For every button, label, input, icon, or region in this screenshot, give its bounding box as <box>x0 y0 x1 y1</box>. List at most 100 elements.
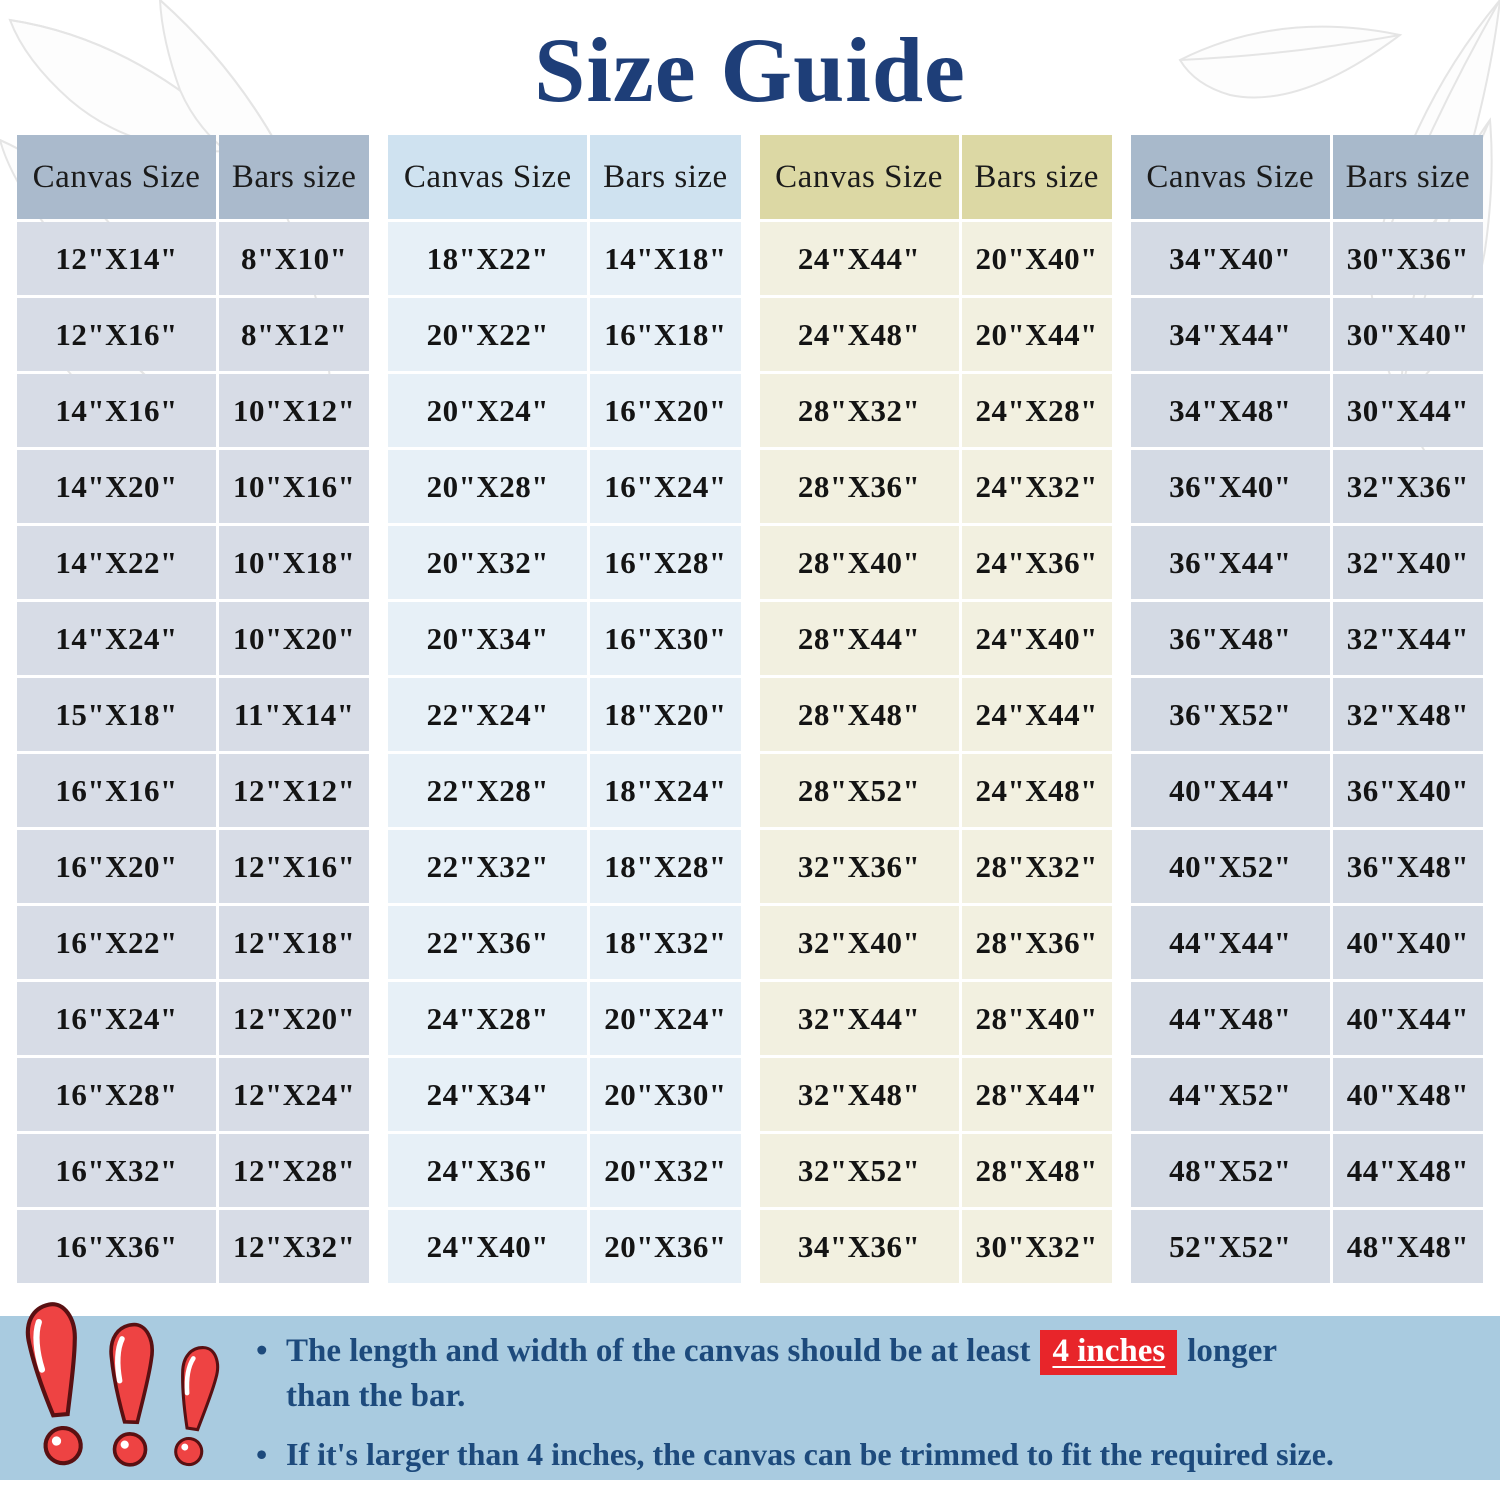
table-row: 24"X28" 20"X24" <box>388 982 741 1055</box>
bars-size-cell: 32"X44" <box>1332 602 1483 675</box>
bars-size-cell: 24"X40" <box>961 602 1112 675</box>
table-row: 36"X52" 32"X48" <box>1130 678 1483 751</box>
size-tables: Canvas Size Bars size 12"X14" 8"X10" 12"X1… <box>0 132 1500 1286</box>
bars-size-cell: 36"X48" <box>1332 830 1483 903</box>
table-row: 20"X34" 16"X30" <box>388 602 741 675</box>
canvas-size-cell: 22"X36" <box>388 906 588 979</box>
canvas-size-cell: 24"X28" <box>388 982 588 1055</box>
canvas-size-cell: 28"X32" <box>759 374 959 447</box>
size-table-2: Canvas Size Bars size 18"X22" 14"X18" 20"X… <box>385 132 743 1286</box>
table-row: 14"X20" 10"X16" <box>17 450 370 523</box>
table-row: 20"X32" 16"X28" <box>388 526 741 599</box>
canvas-size-cell: 28"X40" <box>759 526 959 599</box>
bars-size-cell: 12"X16" <box>219 830 370 903</box>
header-row: Canvas Size Bars size <box>1130 135 1483 219</box>
bars-size-cell: 44"X48" <box>1332 1134 1483 1207</box>
size-table-3: Canvas Size Bars size 24"X44" 20"X40" 24"X… <box>757 132 1115 1286</box>
bars-size-cell: 28"X32" <box>961 830 1112 903</box>
bars-size-cell: 40"X48" <box>1332 1058 1483 1131</box>
note-text: If it's larger than 4 inches, the canvas… <box>286 1435 1334 1472</box>
table-row: 40"X44" 36"X40" <box>1130 754 1483 827</box>
header-row: Canvas Size Bars size <box>759 135 1112 219</box>
bars-size-cell: 12"X32" <box>219 1210 370 1283</box>
canvas-size-cell: 24"X44" <box>759 222 959 295</box>
bars-size-cell: 30"X40" <box>1332 298 1483 371</box>
bullet: • <box>256 1333 268 1369</box>
bars-size-cell: 30"X32" <box>961 1210 1112 1283</box>
bars-size-cell: 20"X36" <box>590 1210 741 1283</box>
note-text: The length and width of the canvas shoul… <box>286 1333 1031 1369</box>
table-row: 12"X16" 8"X12" <box>17 298 370 371</box>
canvas-size-header: Canvas Size <box>759 135 959 219</box>
bullet: • <box>256 1435 268 1472</box>
table-row: 24"X36" 20"X32" <box>388 1134 741 1207</box>
canvas-size-cell: 16"X20" <box>17 830 217 903</box>
canvas-size-cell: 28"X44" <box>759 602 959 675</box>
bars-size-cell: 8"X10" <box>219 222 370 295</box>
table-row: 28"X32" 24"X28" <box>759 374 1112 447</box>
canvas-size-header: Canvas Size <box>17 135 217 219</box>
canvas-size-cell: 15"X18" <box>17 678 217 751</box>
bars-size-cell: 14"X18" <box>590 222 741 295</box>
canvas-size-cell: 14"X24" <box>17 602 217 675</box>
bars-size-header: Bars size <box>590 135 741 219</box>
bars-size-cell: 30"X44" <box>1332 374 1483 447</box>
bars-size-cell: 24"X44" <box>961 678 1112 751</box>
canvas-size-header: Canvas Size <box>388 135 588 219</box>
bars-size-cell: 24"X36" <box>961 526 1112 599</box>
bars-size-cell: 32"X48" <box>1332 678 1483 751</box>
note-length-width: • The length and width of the canvas sho… <box>250 1330 1485 1418</box>
bars-size-cell: 18"X32" <box>590 906 741 979</box>
canvas-size-cell: 22"X32" <box>388 830 588 903</box>
canvas-size-cell: 12"X14" <box>17 222 217 295</box>
table-row: 12"X14" 8"X10" <box>17 222 370 295</box>
canvas-size-cell: 16"X16" <box>17 754 217 827</box>
bars-size-header: Bars size <box>961 135 1112 219</box>
table-row: 24"X44" 20"X40" <box>759 222 1112 295</box>
table-row: 28"X36" 24"X32" <box>759 450 1112 523</box>
table-row: 34"X36" 30"X32" <box>759 1210 1112 1283</box>
bars-size-cell: 28"X36" <box>961 906 1112 979</box>
table-row: 14"X24" 10"X20" <box>17 602 370 675</box>
bars-size-cell: 16"X20" <box>590 374 741 447</box>
table-row: 22"X36" 18"X32" <box>388 906 741 979</box>
notes-block: • The length and width of the canvas sho… <box>250 1330 1485 1475</box>
table-row: 16"X20" 12"X16" <box>17 830 370 903</box>
table-row: 24"X48" 20"X44" <box>759 298 1112 371</box>
canvas-size-cell: 22"X28" <box>388 754 588 827</box>
canvas-size-cell: 32"X36" <box>759 830 959 903</box>
canvas-size-cell: 34"X40" <box>1130 222 1330 295</box>
bars-size-cell: 24"X28" <box>961 374 1112 447</box>
canvas-size-cell: 40"X44" <box>1130 754 1330 827</box>
table-row: 34"X40" 30"X36" <box>1130 222 1483 295</box>
table-row: 16"X24" 12"X20" <box>17 982 370 1055</box>
table-row: 48"X52" 44"X48" <box>1130 1134 1483 1207</box>
canvas-size-cell: 52"X52" <box>1130 1210 1330 1283</box>
bars-size-cell: 48"X48" <box>1332 1210 1483 1283</box>
table-row: 22"X28" 18"X24" <box>388 754 741 827</box>
canvas-size-cell: 20"X34" <box>388 602 588 675</box>
canvas-size-cell: 28"X36" <box>759 450 959 523</box>
table-row: 14"X22" 10"X18" <box>17 526 370 599</box>
table-row: 32"X52" 28"X48" <box>759 1134 1112 1207</box>
bars-size-cell: 24"X32" <box>961 450 1112 523</box>
table-row: 20"X24" 16"X20" <box>388 374 741 447</box>
canvas-size-cell: 14"X22" <box>17 526 217 599</box>
table-row: 22"X32" 18"X28" <box>388 830 741 903</box>
bars-size-cell: 18"X28" <box>590 830 741 903</box>
bars-size-cell: 40"X44" <box>1332 982 1483 1055</box>
canvas-size-cell: 36"X52" <box>1130 678 1330 751</box>
bars-size-cell: 32"X36" <box>1332 450 1483 523</box>
table-row: 34"X44" 30"X40" <box>1130 298 1483 371</box>
canvas-size-cell: 14"X20" <box>17 450 217 523</box>
canvas-size-cell: 28"X52" <box>759 754 959 827</box>
bars-size-cell: 12"X24" <box>219 1058 370 1131</box>
bars-size-cell: 20"X24" <box>590 982 741 1055</box>
table-row: 32"X36" 28"X32" <box>759 830 1112 903</box>
table-row: 18"X22" 14"X18" <box>388 222 741 295</box>
bars-size-cell: 20"X30" <box>590 1058 741 1131</box>
size-table-1: Canvas Size Bars size 12"X14" 8"X10" 12"X1… <box>14 132 372 1286</box>
canvas-size-cell: 32"X44" <box>759 982 959 1055</box>
canvas-size-cell: 34"X36" <box>759 1210 959 1283</box>
table-row: 44"X44" 40"X40" <box>1130 906 1483 979</box>
